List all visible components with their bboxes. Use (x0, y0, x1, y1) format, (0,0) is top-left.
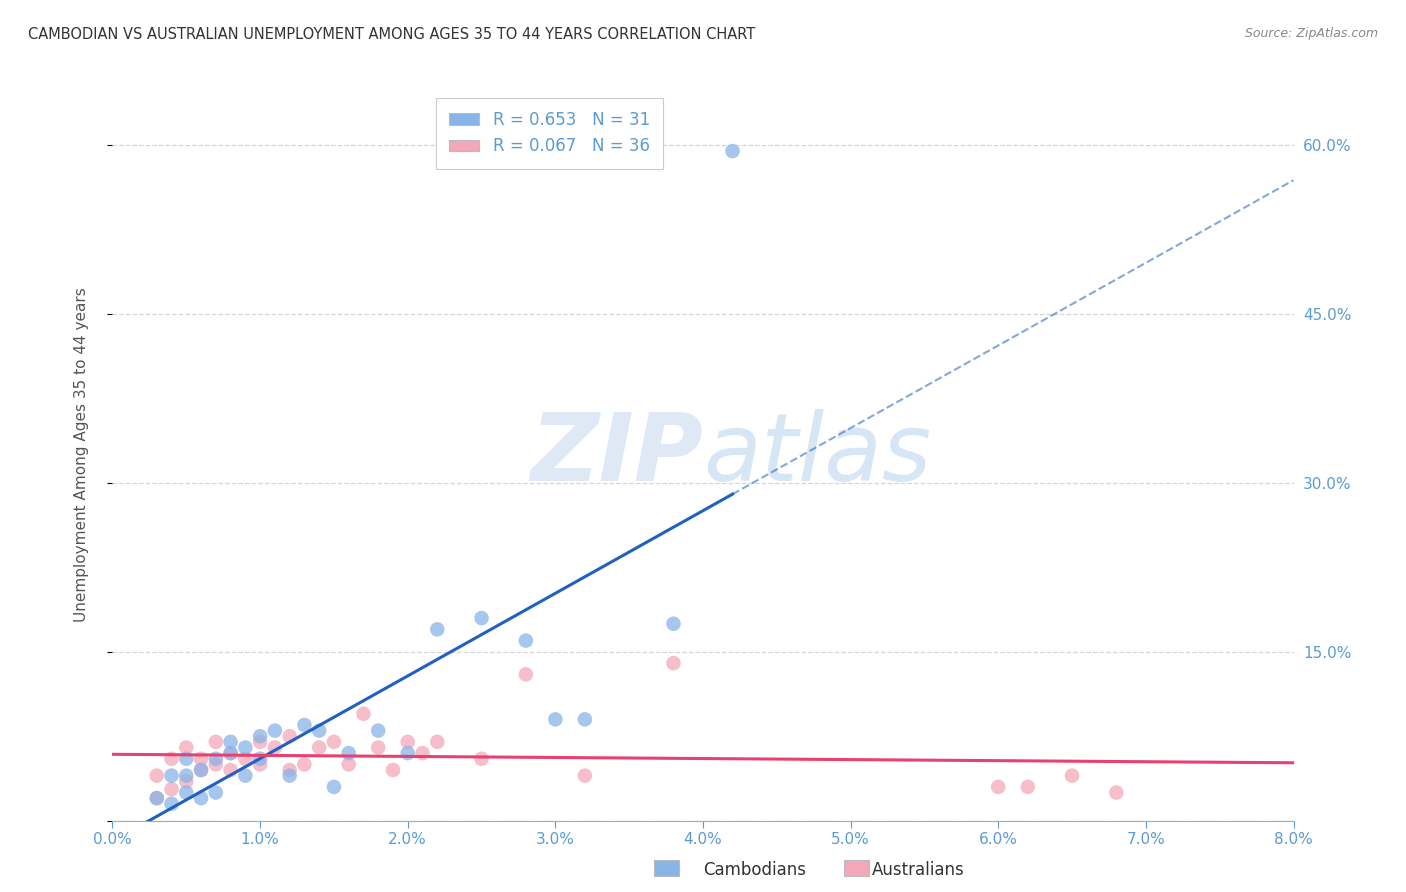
Point (264, 740, 287, 755)
Point (471, 752, 494, 766)
Point (323, 735, 346, 749)
Point (205, 752, 228, 766)
Point (174, 769, 197, 783)
Point (1105, 785, 1128, 799)
Point (574, 712, 596, 726)
Point (574, 769, 596, 783)
Point (352, 706, 374, 721)
Point (219, 746, 242, 760)
Point (1017, 780, 1039, 794)
Point (308, 723, 330, 738)
Point (382, 763, 405, 777)
Point (190, 752, 212, 766)
Point (264, 723, 287, 738)
Point (515, 667, 537, 681)
Point (190, 763, 212, 777)
Point (987, 780, 1010, 794)
Point (721, 144, 744, 158)
Point (160, 782, 183, 797)
Point (249, 735, 271, 749)
Point (471, 611, 494, 625)
Point (233, 752, 256, 766)
Point (160, 752, 183, 766)
Point (249, 757, 271, 772)
Text: atlas: atlas (703, 409, 931, 500)
Point (367, 740, 389, 755)
Point (233, 769, 256, 783)
Point (249, 729, 271, 743)
Point (219, 735, 242, 749)
Point (323, 780, 346, 794)
Point (174, 752, 197, 766)
Point (249, 752, 271, 766)
Point (396, 746, 419, 760)
Point (426, 735, 449, 749)
Point (233, 740, 256, 755)
Point (146, 769, 169, 783)
Point (205, 785, 228, 799)
Y-axis label: Unemployment Among Ages 35 to 44 years: Unemployment Among Ages 35 to 44 years (75, 287, 89, 623)
Point (174, 740, 197, 755)
Point (160, 769, 183, 783)
Point (412, 746, 434, 760)
Point (278, 729, 301, 743)
Point (662, 656, 685, 670)
Legend: R = 0.653   N = 31, R = 0.067   N = 36: R = 0.653 N = 31, R = 0.067 N = 36 (436, 97, 664, 169)
Point (308, 740, 330, 755)
Point (396, 735, 419, 749)
Point (278, 763, 301, 777)
Point (1062, 769, 1084, 783)
Point (544, 712, 567, 726)
Point (219, 746, 242, 760)
Text: CAMBODIAN VS AUSTRALIAN UNEMPLOYMENT AMONG AGES 35 TO 44 YEARS CORRELATION CHART: CAMBODIAN VS AUSTRALIAN UNEMPLOYMENT AMO… (28, 27, 755, 42)
Text: Australians: Australians (872, 861, 965, 879)
Point (367, 723, 389, 738)
Point (292, 718, 315, 732)
Point (205, 757, 228, 772)
Point (190, 763, 212, 777)
Point (426, 623, 449, 637)
Point (146, 791, 169, 805)
Point (160, 797, 183, 811)
Point (337, 746, 360, 760)
Point (219, 763, 242, 777)
Point (337, 757, 360, 772)
Text: Cambodians: Cambodians (703, 861, 806, 879)
Text: Source: ZipAtlas.com: Source: ZipAtlas.com (1244, 27, 1378, 40)
Point (278, 769, 301, 783)
Point (174, 785, 197, 799)
Text: ZIP: ZIP (530, 409, 703, 501)
Point (146, 791, 169, 805)
Point (190, 791, 212, 805)
Point (292, 757, 315, 772)
Point (205, 735, 228, 749)
Point (174, 774, 197, 789)
Point (515, 633, 537, 648)
Point (662, 616, 685, 631)
